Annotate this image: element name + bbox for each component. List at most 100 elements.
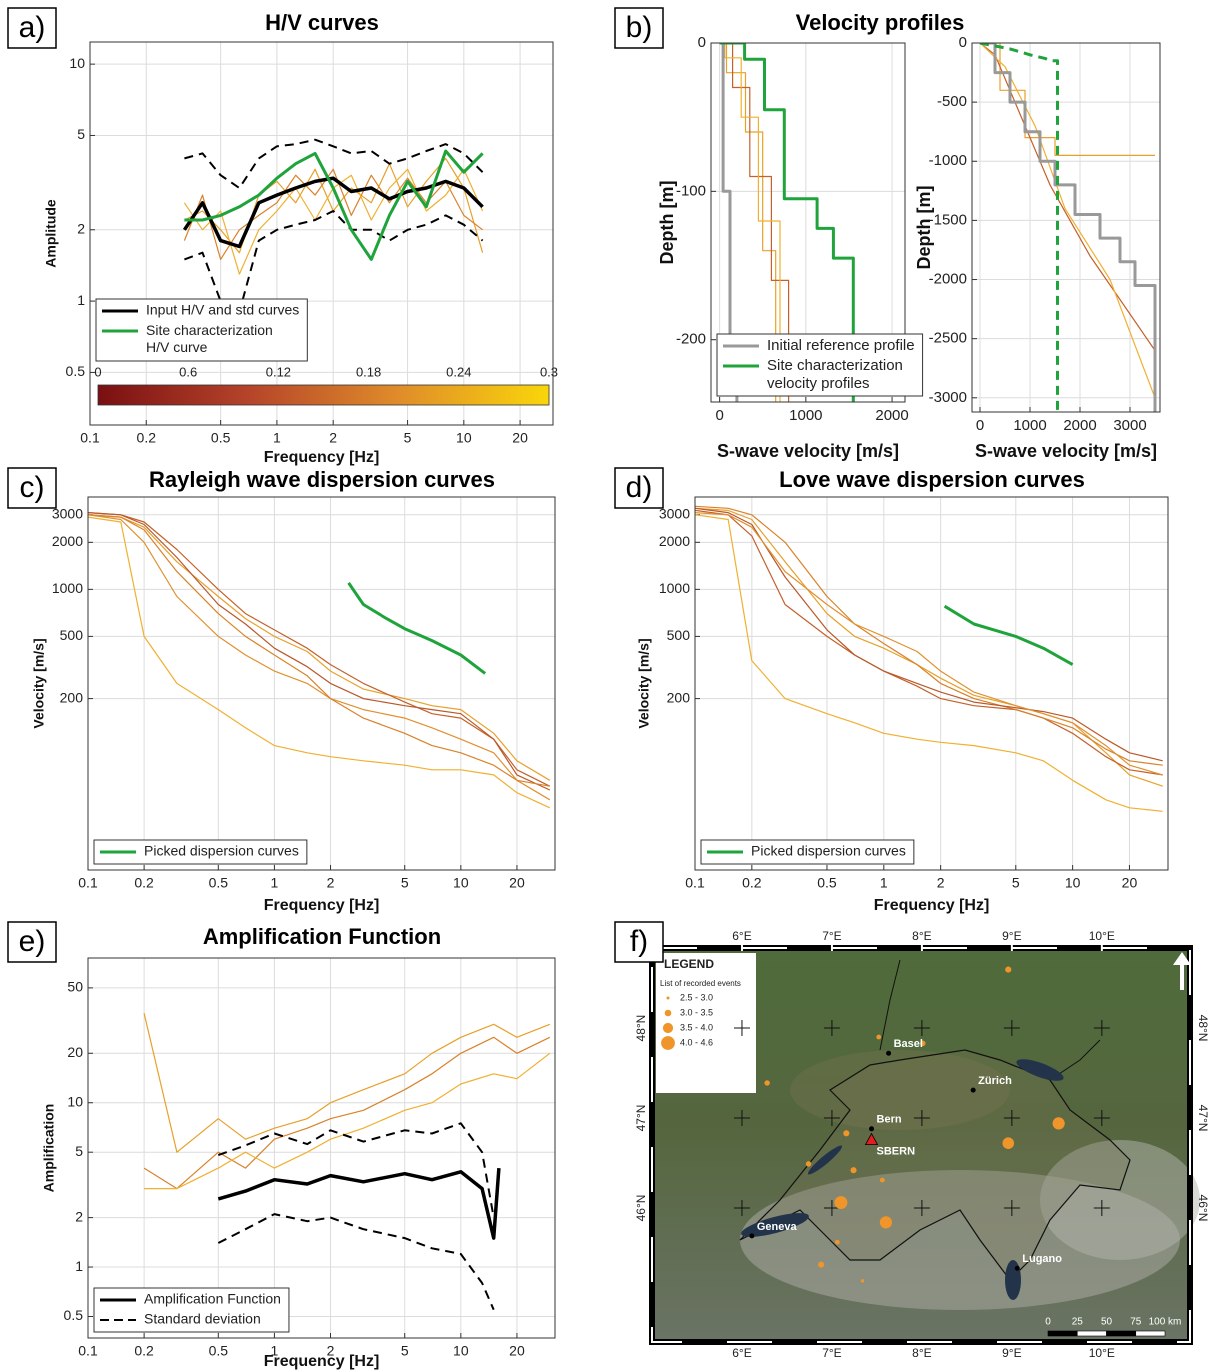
- graticule-cross: [1003, 1020, 1020, 1037]
- y-tick-label: 5: [75, 1143, 83, 1159]
- event: [1002, 1137, 1015, 1149]
- legend-label: Input H/V and std curves: [146, 302, 299, 318]
- panel-label-box: [7, 467, 57, 509]
- plot-border: [89, 41, 554, 426]
- city-dot: [886, 1050, 892, 1056]
- legend-label: Amplification Function: [144, 1291, 281, 1307]
- series-line: [144, 1052, 551, 1190]
- x-tick-label: 1: [880, 875, 888, 891]
- scalebar-label: 100 km: [1149, 1317, 1182, 1328]
- x-tick-label: 1000: [789, 407, 822, 424]
- plot-area: [972, 43, 1160, 412]
- y-tick-label: 2: [75, 1208, 83, 1224]
- x-tick-label: 5: [401, 875, 409, 891]
- scalebar-label: 50: [1101, 1317, 1113, 1328]
- legend-label: Initial reference profile: [767, 337, 915, 354]
- panel-label: e): [19, 925, 46, 958]
- y-tick-label: 200: [60, 689, 84, 705]
- series-line: [980, 43, 1157, 412]
- city-dot: [749, 1233, 755, 1239]
- x-tick-label: 0.2: [137, 430, 157, 446]
- y-tick-label: 2: [77, 220, 85, 236]
- x-axis-label: S-wave velocity [m/s]: [975, 441, 1157, 461]
- series-line: [695, 509, 1163, 776]
- panel-label-box: [7, 7, 57, 49]
- x-tick-label: 0.5: [209, 1343, 229, 1359]
- x-tick-label: 0.1: [80, 430, 100, 446]
- series-group: [143, 1013, 551, 1311]
- lon-label: 6°E: [732, 929, 751, 943]
- legend-marker: [664, 1009, 672, 1017]
- series-line: [88, 512, 551, 791]
- x-tick-label: 2: [327, 875, 335, 891]
- city-dot: [970, 1087, 976, 1093]
- lat-label: 47°N: [1196, 1105, 1210, 1132]
- x-tick-label: 1: [271, 1343, 279, 1359]
- chart-title: Velocity profiles: [796, 10, 965, 35]
- series-line: [184, 210, 484, 313]
- legend-title: LEGEND: [664, 957, 714, 971]
- scalebar-segment: [1106, 1330, 1137, 1337]
- legend-marker: [662, 1022, 674, 1034]
- x-tick-label: 2000: [875, 407, 908, 424]
- map-frame-dashes: [651, 947, 1191, 1343]
- x-tick-label: 20: [509, 1343, 525, 1359]
- city-label: Basel: [894, 1038, 923, 1050]
- colorbar-label: 0.18: [356, 364, 381, 379]
- legend-subtitle: List of recorded events: [660, 979, 741, 988]
- graticule-cross: [1093, 1199, 1110, 1216]
- y-tick-label: 2000: [659, 533, 690, 549]
- lat-label: 47°N: [634, 1105, 648, 1132]
- chart-title: H/V curves: [265, 10, 379, 35]
- scalebar-label: 25: [1072, 1317, 1084, 1328]
- x-tick-label: 20: [1122, 875, 1138, 891]
- series-line: [979, 43, 1059, 412]
- legend: Picked dispersion curves: [700, 839, 915, 865]
- legend-label: 4.0 - 4.6: [680, 1037, 713, 1047]
- series-line: [979, 43, 1156, 399]
- city-label: Bern: [877, 1114, 902, 1126]
- series-line: [217, 1213, 495, 1311]
- panel-label: b): [626, 11, 653, 44]
- x-axis-label: Frequency [Hz]: [264, 897, 380, 914]
- legend: Picked dispersion curves: [93, 839, 308, 865]
- city-label: Zürich: [978, 1075, 1012, 1087]
- scalebar-label: 75: [1130, 1317, 1142, 1328]
- x-tick-label: 0.5: [817, 875, 837, 891]
- series-line: [143, 1013, 551, 1153]
- x-tick-label: 0.2: [134, 875, 154, 891]
- legend-marker: [666, 996, 670, 1000]
- lake: [1016, 1059, 1064, 1081]
- plot-border: [971, 42, 1161, 413]
- series-line: [695, 507, 1163, 762]
- plot-border: [87, 957, 556, 1339]
- x-tick-label: 20: [512, 430, 528, 446]
- series-group: [719, 43, 855, 402]
- city-label: Geneva: [757, 1221, 798, 1233]
- x-tick-label: 0: [976, 417, 984, 434]
- y-tick-label: -1500: [929, 211, 967, 228]
- chart-title: Amplification Function: [203, 924, 441, 949]
- y-tick-label: 3000: [659, 506, 690, 522]
- event: [920, 1040, 926, 1047]
- lake: [741, 1213, 809, 1237]
- series-line: [695, 514, 1163, 812]
- event: [834, 1196, 848, 1210]
- panel-label-box: [614, 921, 664, 963]
- graticule-cross: [913, 1020, 930, 1037]
- legend: Initial reference profile Site characteri…: [716, 333, 924, 397]
- series-line: [217, 1122, 495, 1218]
- x-tick-label: 0.5: [211, 430, 231, 446]
- series-group: [979, 43, 1157, 412]
- plot-area: [88, 958, 555, 1338]
- y-tick-label: 2000: [52, 533, 83, 549]
- x-axis-label: Frequency [Hz]: [264, 1353, 380, 1370]
- graticule-cross: [733, 1199, 750, 1216]
- lon-label: 10°E: [1089, 1346, 1115, 1360]
- map-base: [649, 945, 1200, 1345]
- series-group: [88, 512, 551, 809]
- graticule-cross: [733, 1110, 750, 1127]
- lon-label: 7°E: [822, 1346, 841, 1360]
- x-tick-label: 3000: [1113, 417, 1146, 434]
